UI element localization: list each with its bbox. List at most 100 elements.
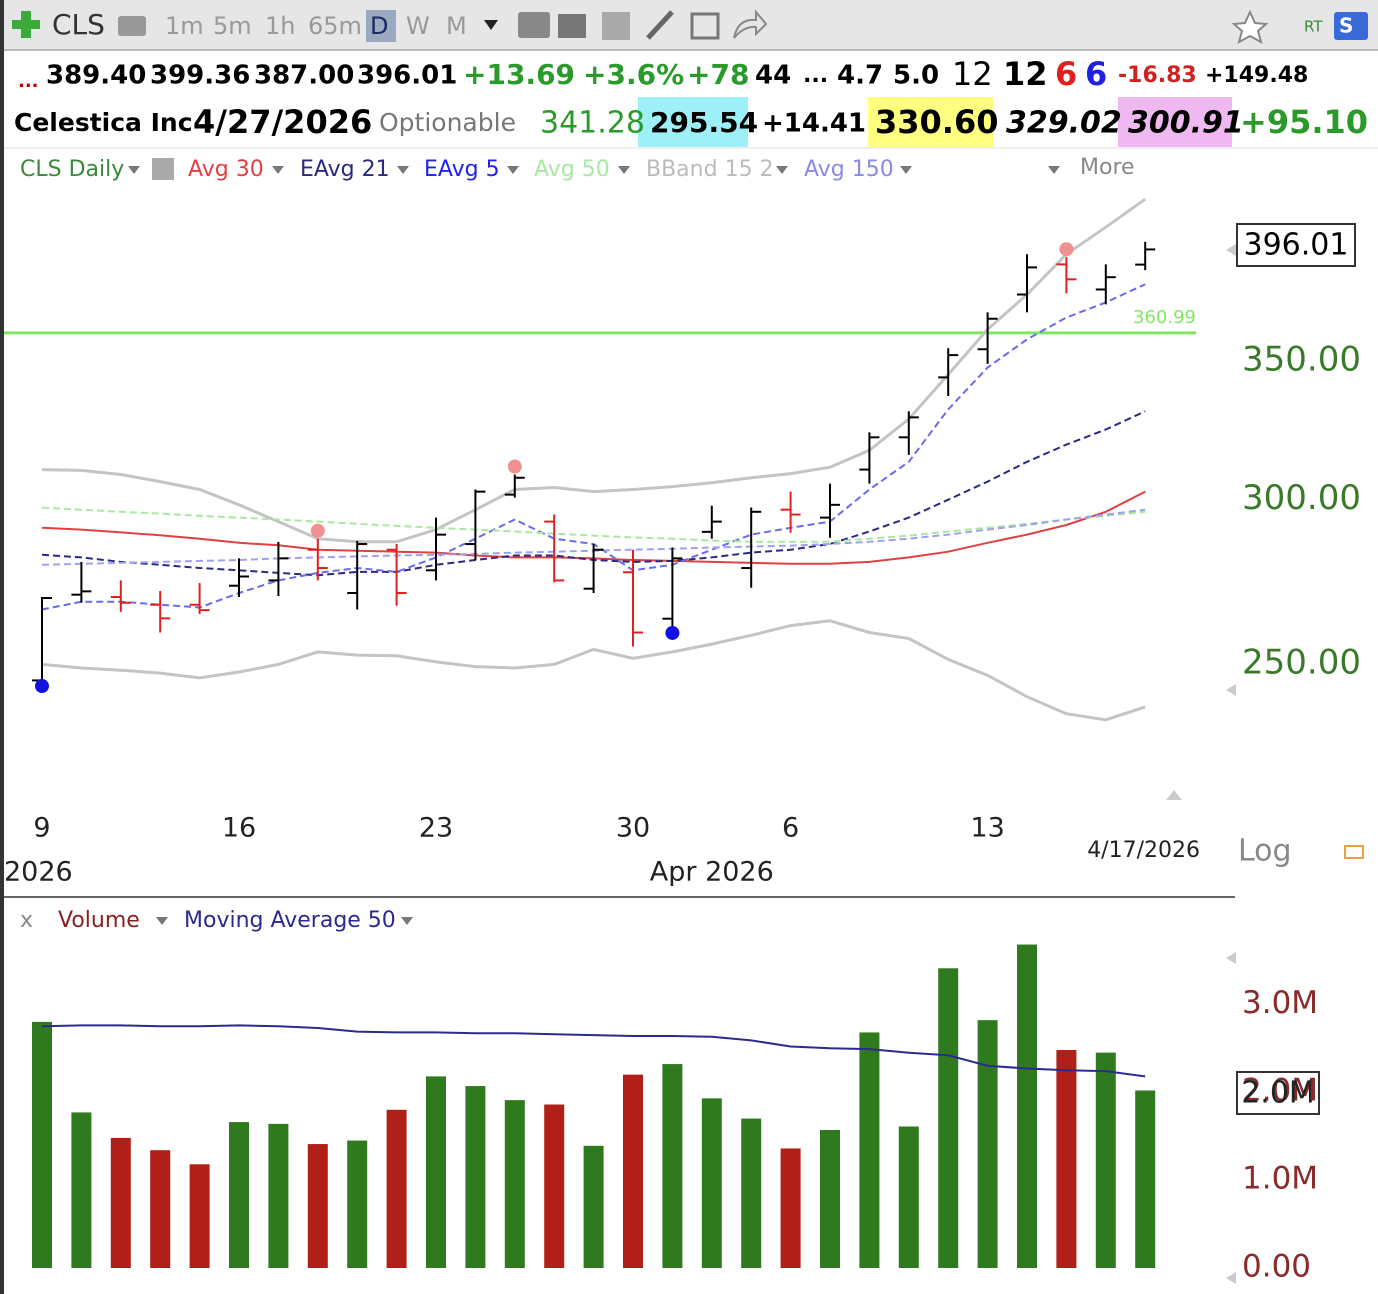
- x-tick-label: 16: [222, 813, 256, 844]
- volume-bar: [938, 968, 959, 1268]
- legend-entry[interactable]: Avg 150: [804, 157, 894, 182]
- grid-icon[interactable]: [152, 158, 174, 180]
- volume-ma: [41, 1024, 1146, 1078]
- icon[interactable]: [118, 16, 146, 36]
- quote-field: ...: [18, 71, 39, 92]
- log-toggle[interactable]: Log: [1238, 834, 1292, 869]
- legend-entry[interactable]: EAvg 5: [424, 157, 500, 182]
- info-field: Optionable: [379, 108, 516, 137]
- quote-field: +149.48: [1205, 63, 1308, 88]
- legend-entry[interactable]: Volume: [58, 908, 140, 933]
- volume-bar: [977, 1020, 998, 1268]
- info-field: 329.02: [1006, 106, 1122, 141]
- interval-active-bg: [366, 10, 396, 42]
- moving-average: [41, 506, 1146, 543]
- s-button[interactable]: [1334, 12, 1368, 40]
- arrow: [1226, 244, 1236, 256]
- legend-entry[interactable]: Avg 30: [188, 157, 264, 182]
- icon[interactable]: [602, 12, 630, 40]
- quote-field: 387.00: [254, 61, 354, 91]
- symbol[interactable]: CLS: [52, 8, 105, 41]
- x-tick-label: 23: [419, 813, 453, 844]
- info-field: +95.10: [1240, 103, 1368, 141]
- y-tick-label: 350.00: [1242, 339, 1361, 379]
- dropdown[interactable]: [776, 166, 788, 174]
- signal-dot: [310, 523, 325, 538]
- interval[interactable]: D: [370, 12, 388, 40]
- info-field: Celestica Inc: [14, 108, 193, 137]
- legend-entry[interactable]: EAvg 21: [300, 157, 390, 182]
- arrow: [1226, 684, 1236, 696]
- quote-field: ...: [803, 63, 828, 88]
- volume-bar: [504, 1100, 525, 1268]
- quote-field: 6: [1055, 55, 1077, 93]
- interval[interactable]: M: [446, 12, 467, 40]
- y-tick-label: 250.00: [1242, 643, 1361, 683]
- dropdown[interactable]: [484, 20, 498, 30]
- dropdown[interactable]: [507, 166, 519, 174]
- quote-field: 389.40: [46, 61, 146, 91]
- volume-bar: [701, 1098, 722, 1268]
- icon[interactable]: [690, 12, 720, 40]
- y-tick-label: 2.0M: [1242, 1073, 1318, 1109]
- x-period-label: Apr 2026: [650, 857, 774, 888]
- quote-field: 396.01: [357, 61, 457, 91]
- volume-bar: [1056, 1050, 1077, 1268]
- icon[interactable]: [518, 12, 550, 38]
- lock-icon[interactable]: [1344, 845, 1364, 859]
- quote-field: 12: [1003, 55, 1048, 93]
- interval[interactable]: W: [406, 12, 430, 40]
- legend-entry[interactable]: Avg 50: [534, 157, 610, 182]
- price-tag-box: [1236, 223, 1356, 267]
- star[interactable]: [1231, 9, 1269, 45]
- toolbar-bg: [0, 0, 1378, 50]
- dropdown[interactable]: [397, 166, 409, 174]
- quote-field: 5.0: [893, 61, 939, 91]
- x-tick-label: 9: [33, 813, 50, 844]
- info-field: 295.54: [650, 106, 758, 139]
- icon[interactable]: [558, 14, 586, 38]
- y-tick-label: 3.0M: [1242, 985, 1318, 1021]
- legend-entry[interactable]: BBand 15 2: [646, 157, 774, 182]
- last-date: 4/17/2026: [1087, 838, 1200, 863]
- rt[interactable]: RT: [1304, 18, 1323, 36]
- level-label: 360.99: [1133, 307, 1196, 328]
- more-button[interactable]: More: [1080, 155, 1135, 180]
- volume-tag-box: [1236, 1071, 1320, 1115]
- signal-dot: [507, 459, 522, 474]
- bband-lower: [41, 619, 1146, 722]
- interval[interactable]: 65m: [308, 12, 362, 40]
- volume-bar: [229, 1122, 249, 1268]
- dropdown[interactable]: [1048, 166, 1060, 174]
- quote-field: +78: [687, 58, 749, 91]
- dropdown[interactable]: [272, 166, 284, 174]
- dropdown[interactable]: [156, 917, 168, 925]
- y-tick-label: 0.00: [1242, 1249, 1311, 1285]
- volume-bar: [32, 1021, 52, 1268]
- dropdown[interactable]: [401, 917, 413, 925]
- chart-title[interactable]: CLS Daily: [20, 157, 124, 182]
- volume-bar: [544, 1104, 565, 1268]
- icon[interactable]: [646, 10, 674, 40]
- x-period-label: 2026: [4, 857, 73, 888]
- volume-bar: [662, 1064, 683, 1268]
- quote-field: +3.6%: [583, 58, 684, 91]
- moving-average: [41, 283, 1146, 611]
- add-button[interactable]: [12, 11, 40, 38]
- quote-field: 12: [952, 55, 993, 93]
- interval[interactable]: 5m: [213, 12, 252, 40]
- interval[interactable]: 1h: [265, 12, 295, 40]
- volume-bar: [347, 1140, 368, 1268]
- dropdown[interactable]: [128, 166, 140, 174]
- dropdown[interactable]: [618, 166, 630, 174]
- close-pane[interactable]: x: [20, 908, 33, 933]
- dropdown[interactable]: [900, 166, 912, 174]
- interval[interactable]: 1m: [165, 12, 204, 40]
- icon[interactable]: [733, 9, 768, 39]
- quote-field: -16.83: [1118, 63, 1197, 88]
- volume-bar: [150, 1150, 171, 1268]
- legend-entry[interactable]: Moving Average 50: [184, 908, 396, 933]
- bband-upper: [41, 197, 1147, 544]
